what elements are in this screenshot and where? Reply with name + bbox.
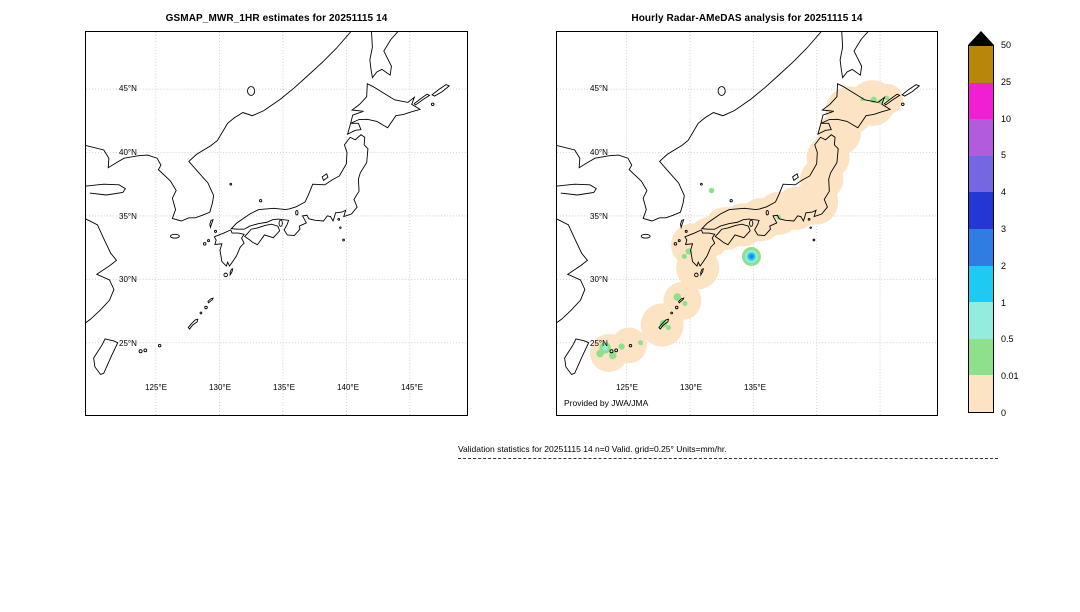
lon-label: 145°E [401, 383, 423, 392]
lat-label: 40°N [590, 148, 608, 157]
colorbar-overflow-icon [968, 31, 994, 45]
colorbar-label: 5 [1001, 150, 1007, 161]
precip-cell [608, 351, 617, 360]
colorbar-band [969, 338, 993, 376]
coastline [86, 32, 449, 374]
footer-divider [458, 458, 998, 459]
lon-label: 135°E [273, 383, 295, 392]
colorbar-label: 0 [1001, 408, 1007, 418]
left-map-panel: 45°N 40°N 35°N 30°N 25°N 125°E 130°E 135… [85, 31, 468, 416]
lat-label: 30°N [119, 275, 137, 284]
lat-label: 40°N [119, 148, 137, 157]
colorbar-band [969, 46, 993, 83]
gridlines [86, 32, 467, 415]
colorbar-label: 25 [1001, 76, 1012, 87]
lon-label: 130°E [680, 383, 702, 392]
colorbar-band [969, 82, 993, 120]
lat-label: 45°N [119, 84, 137, 93]
left-map-title: GSMAP_MWR_1HR estimates for 20251115 14 [165, 13, 388, 24]
colorbar-label: 0.01 [1001, 371, 1019, 382]
precip-cell [884, 95, 890, 101]
right-map-title: Hourly Radar-AMeDAS analysis for 2025111… [631, 13, 863, 24]
colorbar-label: 0.5 [1001, 334, 1014, 345]
lon-label: 125°E [616, 383, 638, 392]
colorbar-label: 1 [1001, 297, 1007, 308]
colorbar-label: 4 [1001, 187, 1007, 198]
lon-label: 130°E [209, 383, 231, 392]
right-map-panel: 45°N 40°N 35°N 30°N 25°N 125°E 130°E 135… [556, 31, 938, 416]
lon-label: 135°E [744, 383, 766, 392]
colorbar-band [969, 155, 993, 193]
lon-label: 125°E [145, 383, 167, 392]
precip-cell [602, 345, 608, 351]
precip-cell [596, 349, 604, 358]
colorbar-label: 50 [1001, 40, 1012, 50]
credit-text: Provided by JWA/JMA [564, 398, 649, 408]
colorbar-band [969, 228, 993, 266]
lat-label: 25°N [119, 339, 137, 348]
colorbar-band [969, 119, 993, 156]
colorbar-labels: 50 25 10 5 4 3 2 1 0.5 0.01 0 [1001, 40, 1041, 418]
precip-cell [708, 187, 715, 194]
map-left [86, 32, 467, 415]
colorbar-band [969, 375, 993, 412]
precip-cell [659, 319, 668, 328]
colorbar-band [969, 192, 993, 229]
precip-cell [663, 281, 702, 320]
precip-cell [673, 293, 682, 301]
map-right [557, 32, 937, 415]
colorbar-band [969, 265, 993, 303]
precip-cell [749, 254, 754, 259]
precip-cell [665, 324, 672, 331]
precip-cell [618, 343, 625, 350]
precip-cell [860, 97, 865, 102]
colorbar-label: 2 [1001, 260, 1007, 271]
colorbar-label: 10 [1001, 113, 1012, 124]
colorbar: 50 25 10 5 4 3 2 1 0.5 0.01 0 [968, 31, 1048, 418]
precip-cell [682, 300, 688, 306]
lat-label: 30°N [590, 275, 608, 284]
lat-label: 45°N [590, 84, 608, 93]
validation-stats-text: Validation statistics for 20251115 14 n=… [458, 444, 727, 454]
precip-cell [681, 253, 687, 260]
colorbar-band [969, 302, 993, 339]
precip-cell [638, 340, 644, 346]
lat-label: 25°N [590, 339, 608, 348]
lon-label: 140°E [337, 383, 359, 392]
colorbar-bands [968, 45, 994, 413]
lat-label: 35°N [119, 212, 137, 221]
precip-overlay [589, 80, 903, 372]
colorbar-label: 3 [1001, 224, 1007, 234]
lat-label: 35°N [590, 212, 608, 221]
